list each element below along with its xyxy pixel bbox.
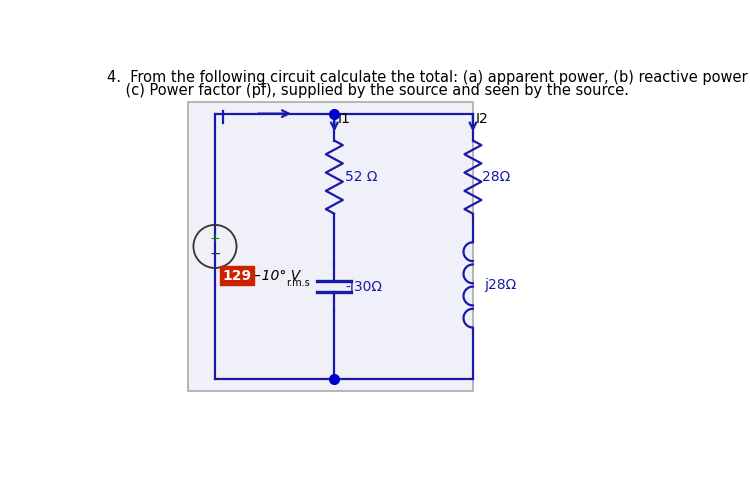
Text: 52 Ω: 52 Ω [345, 170, 377, 184]
Text: r.m.s: r.m.s [286, 278, 310, 288]
Text: -j30Ω: -j30Ω [345, 280, 382, 294]
Text: I1: I1 [338, 112, 350, 126]
Text: I2: I2 [476, 112, 489, 126]
Text: 28Ω: 28Ω [482, 170, 511, 184]
Text: 129: 129 [223, 269, 252, 283]
Text: −: − [209, 247, 220, 261]
Text: j28Ω: j28Ω [484, 278, 516, 292]
Text: (c) Power factor (pf), supplied by the source and seen by the source.: (c) Power factor (pf), supplied by the s… [107, 83, 629, 98]
Text: 4.  From the following circuit calculate the total: (a) apparent power, (b) reac: 4. From the following circuit calculate … [107, 70, 750, 85]
Text: −10° V: −10° V [251, 269, 301, 283]
Bar [188, 102, 473, 391]
Text: +: + [210, 232, 220, 245]
